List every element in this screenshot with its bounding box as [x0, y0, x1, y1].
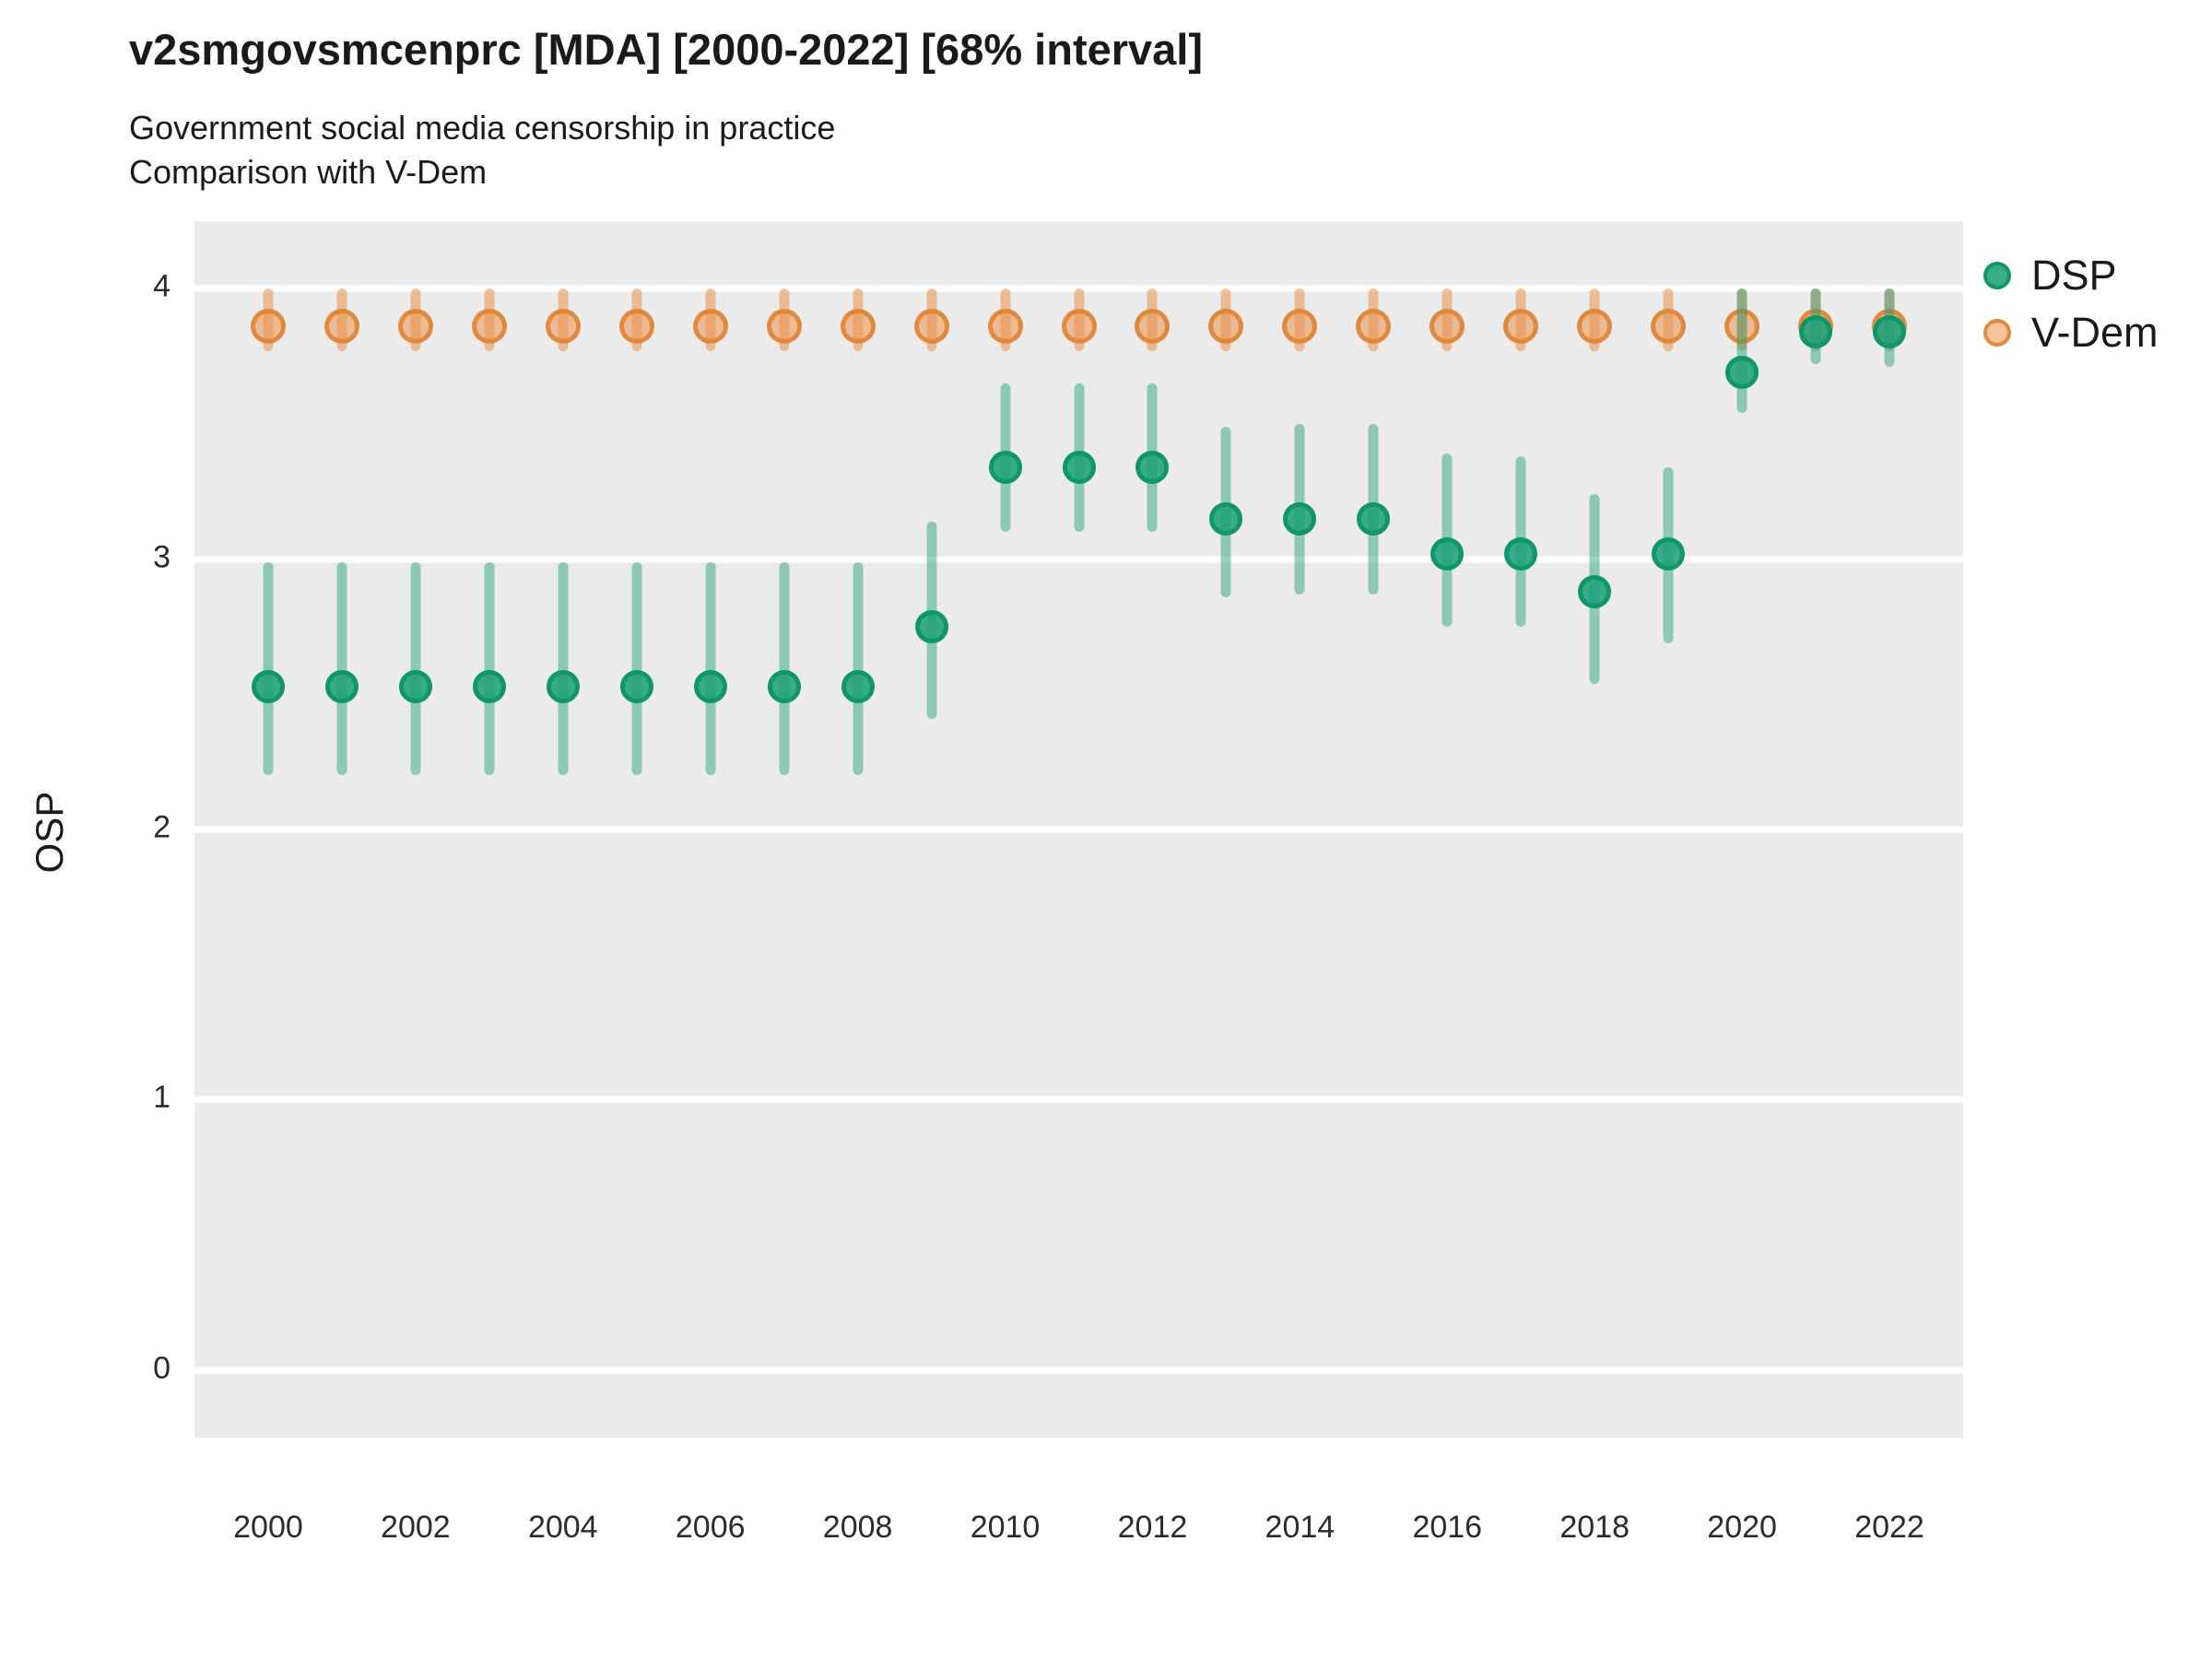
dsp-point-2004 — [546, 669, 580, 703]
vdem-point-icon — [1983, 319, 2011, 347]
x-tick-label-2020: 2020 — [1707, 1510, 1777, 1545]
dsp-interval-2007 — [779, 561, 790, 776]
x-tick-label-2004: 2004 — [527, 1510, 598, 1545]
dsp-point-2001 — [324, 669, 359, 703]
v-dem-point-2004 — [545, 309, 581, 345]
legend-item-dsp: DSP — [1983, 247, 2159, 304]
y-tick-label-3: 3 — [153, 539, 171, 575]
chart-subtitle: Government social media censorship in pr… — [129, 109, 836, 147]
v-dem-point-2016 — [1430, 309, 1465, 345]
legend-label-dsp: DSP — [2031, 252, 2117, 299]
dsp-point-2012 — [1135, 450, 1170, 484]
v-dem-point-2009 — [913, 309, 949, 345]
dsp-point-2010 — [988, 450, 1022, 484]
y-tick-label-1: 1 — [153, 1079, 171, 1115]
gridline-y-1 — [194, 1096, 1963, 1103]
v-dem-point-2010 — [987, 309, 1023, 345]
dsp-point-2014 — [1283, 501, 1317, 535]
v-dem-point-2008 — [840, 309, 876, 345]
x-tick-label-2012: 2012 — [1117, 1510, 1188, 1545]
dsp-interval-2006 — [705, 561, 716, 776]
legend-label-vdem: V-Dem — [2031, 309, 2159, 356]
v-dem-point-2011 — [1061, 309, 1097, 345]
dsp-point-2019 — [1652, 536, 1686, 571]
v-dem-point-2005 — [618, 309, 654, 345]
v-dem-point-2020 — [1724, 309, 1760, 345]
y-axis-title: OSP — [28, 791, 71, 874]
v-dem-point-2006 — [692, 309, 728, 345]
y-tick-label-2: 2 — [153, 809, 171, 845]
dsp-interval-2002 — [410, 561, 421, 776]
v-dem-point-2015 — [1356, 309, 1392, 345]
dsp-point-2000 — [251, 669, 285, 703]
x-tick-label-2002: 2002 — [381, 1510, 451, 1545]
v-dem-point-2014 — [1282, 309, 1318, 345]
dsp-point-2021 — [1799, 315, 1833, 349]
x-tick-label-2010: 2010 — [970, 1510, 1041, 1545]
plot-panel — [194, 221, 1963, 1438]
x-tick-label-2006: 2006 — [675, 1510, 746, 1545]
dsp-point-2020 — [1725, 356, 1759, 390]
dsp-interval-2008 — [853, 561, 864, 776]
dsp-interval-2001 — [336, 561, 347, 776]
x-tick-label-2014: 2014 — [1265, 1510, 1335, 1545]
dsp-point-icon — [1983, 262, 2011, 289]
dsp-point-2017 — [1504, 536, 1538, 571]
v-dem-point-2019 — [1651, 309, 1687, 345]
v-dem-point-2001 — [324, 309, 359, 345]
x-tick-label-2018: 2018 — [1559, 1510, 1630, 1545]
legend: DSP V-Dem — [1983, 247, 2159, 361]
dsp-interval-2000 — [263, 561, 274, 776]
dsp-point-2008 — [841, 669, 875, 703]
x-tick-label-2022: 2022 — [1854, 1510, 1924, 1545]
v-dem-point-2007 — [766, 309, 802, 345]
v-dem-point-2002 — [397, 309, 433, 345]
x-tick-label-2016: 2016 — [1412, 1510, 1483, 1545]
dsp-interval-2003 — [484, 561, 495, 776]
v-dem-point-2013 — [1208, 309, 1244, 345]
dsp-point-2013 — [1209, 501, 1243, 535]
x-tick-label-2000: 2000 — [233, 1510, 303, 1545]
dsp-point-2015 — [1357, 501, 1391, 535]
v-dem-point-2018 — [1577, 309, 1613, 345]
y-tick-label-4: 4 — [153, 268, 171, 304]
chart-title: v2smgovsmcenprc [MDA] [2000-2022] [68% i… — [129, 25, 1204, 74]
dsp-point-2009 — [914, 610, 948, 643]
y-tick-label-0: 0 — [153, 1350, 171, 1386]
dsp-point-2007 — [767, 669, 801, 703]
dsp-point-2002 — [398, 669, 432, 703]
v-dem-point-2000 — [250, 309, 286, 345]
chart-subtitle-comparison: Comparison with V-Dem — [129, 153, 488, 191]
v-dem-point-2017 — [1503, 309, 1539, 345]
gridline-y-2 — [194, 826, 1963, 833]
dsp-point-2022 — [1873, 315, 1907, 349]
dsp-point-2003 — [472, 669, 506, 703]
dsp-point-2018 — [1578, 574, 1612, 608]
dsp-point-2011 — [1062, 450, 1096, 484]
dsp-interval-2020 — [1736, 288, 1747, 414]
dsp-point-2006 — [693, 669, 727, 703]
legend-item-vdem: V-Dem — [1983, 304, 2159, 361]
v-dem-point-2012 — [1135, 309, 1171, 345]
gridline-y-0 — [194, 1367, 1963, 1374]
v-dem-point-2003 — [471, 309, 507, 345]
dsp-point-2016 — [1430, 536, 1465, 571]
dsp-interval-2004 — [558, 561, 569, 776]
dsp-interval-2005 — [631, 561, 642, 776]
gridline-y-3 — [194, 556, 1963, 563]
x-tick-label-2008: 2008 — [822, 1510, 893, 1545]
dsp-point-2005 — [619, 669, 653, 703]
